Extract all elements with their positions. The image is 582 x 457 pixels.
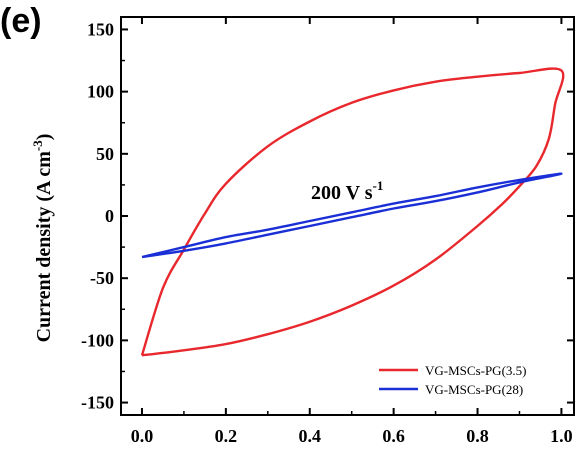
- y-tick-label: -50: [90, 268, 114, 288]
- legend-label-series-2: VG-MSCs-PG(28): [425, 382, 523, 397]
- x-tick-label: 0.0: [131, 426, 154, 446]
- x-tick-label: 0.2: [215, 426, 238, 446]
- y-axis-title: Current density (A cm-3): [30, 134, 55, 343]
- y-tick-label: 0: [105, 206, 114, 226]
- series-line-1: [140, 67, 565, 357]
- y-tick-label: 50: [96, 144, 114, 164]
- x-tick-label: 0.4: [299, 426, 322, 446]
- scan-rate-annotation: 200 V s-1: [311, 178, 383, 204]
- legend-label-series-1: VG-MSCs-PG(3.5): [425, 363, 526, 378]
- panel-label: (e): [0, 2, 42, 40]
- y-tick-label: -150: [81, 393, 114, 413]
- y-tick-label: -100: [81, 330, 114, 350]
- series-line-2: [141, 172, 563, 259]
- x-tick-label: 0.8: [466, 426, 489, 446]
- plot-frame: [120, 16, 575, 416]
- y-tick-label: 100: [87, 82, 114, 102]
- legend: VG-MSCs-PG(3.5) VG-MSCs-PG(28): [379, 363, 526, 397]
- x-tick-label: 0.6: [382, 426, 405, 446]
- y-tick-label: 150: [87, 19, 114, 39]
- plot-area: 0.0 0.2 0.4 0.6 0.8 1.0 -150 -100 -50 0 50 100 150: [81, 16, 575, 446]
- x-tick-label: 1.0: [550, 426, 573, 446]
